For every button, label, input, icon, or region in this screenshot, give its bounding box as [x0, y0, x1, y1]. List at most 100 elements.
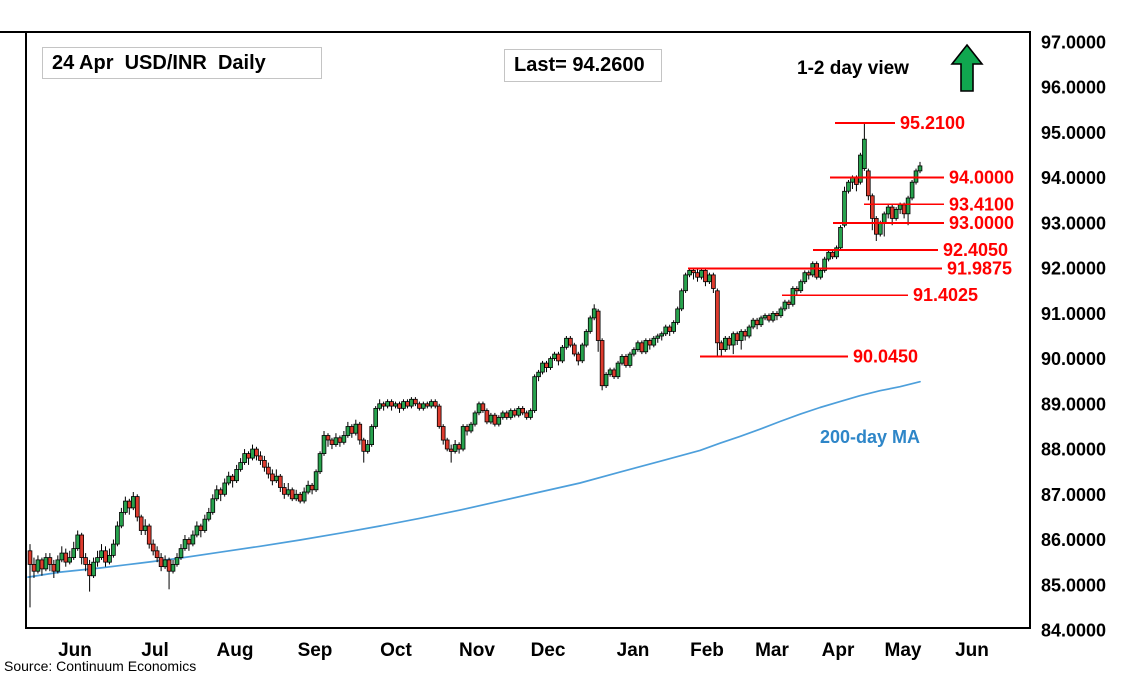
- candle-down: [289, 489, 295, 500]
- candle-down: [39, 559, 45, 570]
- y-axis-label: 92.0000: [1041, 259, 1106, 279]
- x-axis-label: Oct: [380, 640, 412, 661]
- candle-up: [663, 326, 668, 335]
- candle-down: [480, 403, 486, 411]
- candle-up: [862, 138, 867, 169]
- candle-down: [51, 564, 57, 572]
- candle-up: [798, 281, 804, 292]
- candle-down: [230, 475, 235, 482]
- candle-up: [468, 423, 474, 432]
- candle-down: [854, 177, 859, 185]
- candle-down: [703, 269, 708, 283]
- candle-up: [162, 559, 168, 568]
- level-label: 90.0450: [853, 347, 918, 367]
- candle-down: [742, 331, 748, 337]
- candle-up: [826, 251, 831, 260]
- candle-up: [333, 437, 339, 445]
- candle-up: [472, 412, 478, 425]
- candle-up: [170, 564, 176, 572]
- candle-up: [250, 448, 255, 459]
- candle-down: [874, 217, 879, 235]
- candle-up: [401, 401, 406, 409]
- x-axis-label: Dec: [531, 640, 566, 661]
- candle-up: [95, 557, 100, 563]
- candle-down: [715, 290, 720, 344]
- y-axis-label: 93.0000: [1041, 213, 1106, 233]
- candle-up: [214, 489, 220, 500]
- candle-up: [552, 353, 557, 360]
- candle-up: [210, 498, 216, 513]
- candle-down: [325, 435, 331, 441]
- candle-up: [55, 559, 61, 572]
- candle-up: [842, 190, 847, 226]
- x-axis-label: Jul: [141, 640, 168, 661]
- candle-down: [440, 426, 446, 441]
- candle-up: [548, 358, 553, 369]
- candle-up: [778, 308, 784, 317]
- candle-up: [758, 317, 764, 326]
- candle-up: [119, 512, 124, 527]
- candle-up: [893, 208, 899, 219]
- candle-up: [846, 181, 851, 192]
- candle-down: [270, 473, 275, 482]
- candle-up: [675, 308, 680, 323]
- y-axis-label: 95.0000: [1041, 123, 1106, 143]
- candle-up: [488, 414, 494, 423]
- x-axis-label: Sep: [298, 640, 333, 661]
- candle-up: [619, 355, 625, 364]
- y-axis-label: 89.0000: [1041, 394, 1106, 414]
- candle-down: [901, 204, 907, 215]
- level-label: 94.0000: [949, 168, 1014, 188]
- candle-down: [87, 564, 92, 577]
- candle-up: [115, 525, 120, 545]
- candle-up: [67, 557, 73, 563]
- candle-down: [337, 437, 343, 443]
- candle-down: [639, 342, 645, 353]
- candle-down: [556, 353, 561, 362]
- candle-up: [679, 290, 684, 310]
- candle-down: [417, 403, 422, 409]
- candle-up: [671, 321, 676, 332]
- candle-up: [790, 288, 796, 305]
- candle-up: [615, 362, 621, 378]
- y-axis-label: 90.0000: [1041, 349, 1106, 369]
- candle-up: [238, 462, 243, 470]
- candle-down: [456, 444, 462, 450]
- candle-up: [206, 512, 212, 520]
- candle-up: [770, 312, 776, 321]
- candle-down: [83, 557, 88, 565]
- candle-up: [373, 407, 378, 427]
- candle-up: [905, 197, 911, 215]
- candle-down: [492, 414, 498, 425]
- candle-up: [293, 493, 299, 500]
- y-axis-label: 91.0000: [1041, 304, 1106, 324]
- candle-up: [182, 539, 188, 549]
- candle-up: [226, 475, 232, 484]
- candle-up: [409, 398, 414, 407]
- candle-down: [254, 448, 259, 457]
- candle-up: [607, 369, 613, 375]
- chart-title: 24 Apr USD/INR Daily: [52, 51, 266, 74]
- candle-down: [258, 455, 263, 461]
- level-label: 91.9875: [947, 259, 1012, 279]
- candle-down: [166, 559, 172, 572]
- candle-up: [603, 373, 609, 387]
- candle-up: [111, 543, 116, 556]
- candle-up: [273, 475, 279, 482]
- candle-up: [643, 340, 649, 353]
- candle-down: [281, 487, 287, 495]
- candle-down: [484, 410, 490, 423]
- candle-down: [611, 369, 617, 378]
- candle-up: [532, 376, 537, 412]
- candle-up: [313, 471, 319, 491]
- candle-up: [369, 426, 374, 446]
- candle-down: [405, 401, 410, 407]
- source-note: Source: Continuum Economics: [4, 658, 197, 674]
- candle-down: [277, 475, 283, 488]
- candle-down: [889, 206, 895, 219]
- candle-up: [909, 181, 915, 199]
- candle-up: [305, 484, 311, 493]
- candle-up: [580, 344, 585, 362]
- candle-up: [881, 213, 887, 224]
